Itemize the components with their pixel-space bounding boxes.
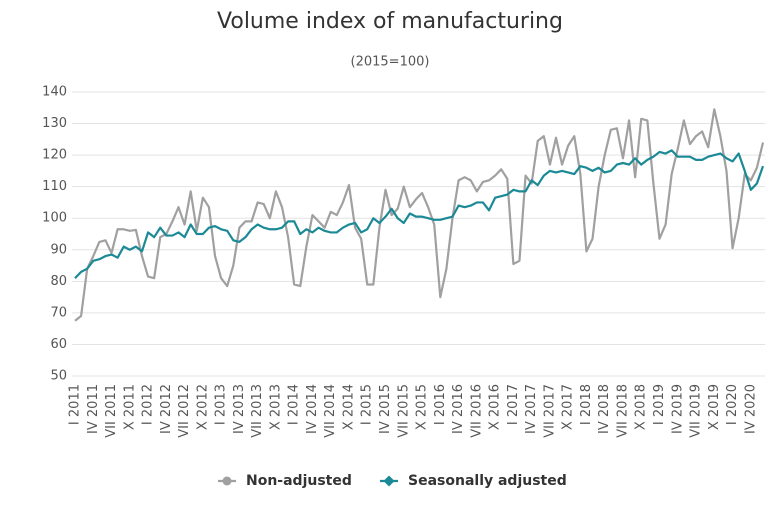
- x-tick-label: VII 2018: [615, 384, 630, 438]
- chart-title: Volume index of manufacturing: [217, 9, 563, 34]
- y-tick-label: 70: [50, 305, 67, 320]
- x-tick-label: IV 2013: [232, 384, 247, 434]
- x-tick-label: VII 2016: [469, 384, 484, 438]
- x-tick-label: VII 2015: [396, 384, 411, 438]
- x-tick-label: I 2017: [506, 384, 521, 425]
- x-tick-label: I 2012: [141, 384, 156, 425]
- x-tick-label: VII 2019: [689, 384, 704, 438]
- x-tick-label: X 2016: [488, 384, 503, 430]
- legend-label: Seasonally adjusted: [408, 473, 567, 489]
- x-tick-label: IV 2015: [378, 384, 393, 434]
- y-tick-label: 140: [42, 85, 67, 100]
- x-tick-label: I 2014: [287, 384, 302, 425]
- y-tick-label: 120: [42, 148, 67, 163]
- y-tick-label: 110: [42, 179, 67, 194]
- x-tick-label: VII 2013: [250, 384, 265, 438]
- x-tick-label: IV 2011: [86, 384, 101, 434]
- x-tick-label: I 2019: [652, 384, 667, 425]
- x-tick-label: IV 2012: [159, 384, 174, 434]
- x-tick-label: X 2017: [561, 384, 576, 430]
- chart-subtitle: (2015=100): [351, 55, 430, 70]
- series-line: [74, 149, 765, 279]
- x-tick-label: VII 2011: [104, 384, 119, 438]
- x-tick-label: VII 2012: [177, 384, 192, 438]
- x-tick-label: X 2019: [707, 384, 722, 430]
- y-tick-label: 90: [50, 242, 67, 257]
- x-tick-label: I 2011: [68, 384, 83, 425]
- x-tick-label: I 2016: [433, 384, 448, 425]
- x-tick-label: I 2020: [725, 384, 740, 425]
- x-tick-label: VII 2014: [323, 384, 338, 438]
- legend-marker: [383, 475, 395, 487]
- series-line: [74, 108, 765, 322]
- x-tick-label: IV 2018: [597, 384, 612, 434]
- x-tick-label: IV 2019: [670, 384, 685, 434]
- x-tick-label: IV 2017: [524, 384, 539, 434]
- y-tick-label: 50: [50, 369, 67, 384]
- x-tick-label: I 2015: [360, 384, 375, 425]
- x-tick-label: X 2014: [341, 384, 356, 430]
- y-tick-label: 100: [42, 211, 67, 226]
- x-tick-label: VII 2017: [542, 384, 557, 438]
- y-tick-label: 130: [42, 116, 67, 131]
- x-tick-label: X 2012: [195, 384, 210, 430]
- x-tick-label: X 2011: [122, 384, 137, 430]
- x-tick-label: IV 2014: [305, 384, 320, 434]
- x-tick-label: X 2013: [268, 384, 283, 430]
- x-tick-label: X 2018: [634, 384, 649, 430]
- x-tick-label: I 2018: [579, 384, 594, 425]
- x-tick-label: IV 2016: [451, 384, 466, 434]
- x-tick-label: X 2015: [415, 384, 430, 430]
- x-tick-label: I 2013: [214, 384, 229, 425]
- y-tick-label: 80: [50, 274, 67, 289]
- legend-marker: [222, 476, 232, 486]
- x-tick-label: IV 2020: [743, 384, 758, 434]
- legend-label: Non-adjusted: [246, 473, 352, 489]
- y-tick-label: 60: [50, 337, 67, 352]
